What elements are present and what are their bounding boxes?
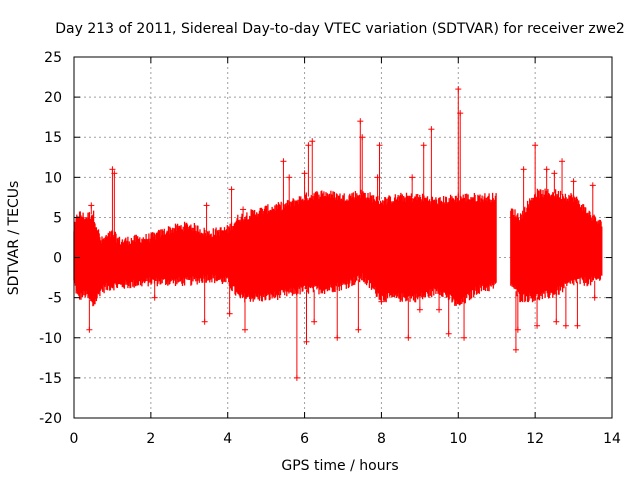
- y-axis: -20 -15 -10 -5 0 5 10 15 20 25: [39, 50, 612, 427]
- outlier-point: [445, 330, 452, 337]
- data-band: [73, 188, 603, 307]
- outlier-point: [405, 334, 412, 341]
- outlier-point: [286, 174, 293, 181]
- outlier-point: [514, 326, 521, 333]
- outlier-point: [86, 326, 93, 333]
- outlier-point: [303, 338, 310, 345]
- outlier-point: [109, 166, 116, 173]
- outlier-point: [226, 310, 233, 317]
- y-tick-label: 25: [44, 50, 62, 66]
- outlier-point: [574, 322, 581, 329]
- outlier-point: [461, 334, 468, 341]
- x-tick-label: 0: [70, 431, 79, 447]
- outlier-point: [591, 294, 598, 301]
- y-tick-label: -15: [39, 371, 62, 387]
- outlier-point: [305, 142, 312, 149]
- outlier-point: [228, 186, 235, 193]
- y-tick-label: 5: [53, 210, 62, 226]
- outlier-point: [589, 182, 596, 189]
- outlier-point: [376, 142, 383, 149]
- x-tick-label: 8: [377, 431, 386, 447]
- outlier-point: [532, 142, 539, 149]
- outlier-point: [520, 166, 527, 173]
- outlier-point: [551, 170, 558, 177]
- y-tick-label: 0: [53, 251, 62, 267]
- y-tick-label: -5: [48, 291, 62, 307]
- outlier-point: [420, 142, 427, 149]
- outlier-point: [203, 202, 210, 209]
- outlier-point: [559, 158, 566, 165]
- outlier-point: [334, 334, 341, 341]
- x-tick-label: 2: [146, 431, 155, 447]
- x-tick-label: 4: [223, 431, 232, 447]
- x-tick-label: 10: [449, 431, 467, 447]
- y-tick-label: -20: [39, 411, 62, 427]
- y-tick-label: -10: [39, 331, 62, 347]
- x-axis: 0 2 4 6 8 10 12 14: [70, 57, 621, 447]
- chart-title: Day 213 of 2011, Sidereal Day-to-day VTE…: [55, 21, 625, 37]
- outlier-point: [457, 110, 464, 117]
- outlier-point: [301, 170, 308, 177]
- outlier-point: [293, 374, 300, 381]
- y-tick-label: 20: [44, 90, 62, 106]
- outlier-point: [416, 306, 423, 313]
- outlier-point: [543, 166, 550, 173]
- outlier-point: [111, 170, 118, 177]
- outlier-point: [201, 318, 208, 325]
- x-axis-label: GPS time / hours: [281, 458, 398, 474]
- outlier-point: [280, 158, 287, 165]
- outlier-point: [534, 322, 541, 329]
- outlier-point: [309, 138, 316, 145]
- outlier-point: [455, 86, 462, 93]
- outlier-point: [242, 326, 249, 333]
- x-tick-label: 12: [526, 431, 544, 447]
- outlier-point: [357, 118, 364, 125]
- y-axis-label: SDTVAR / TECUs: [6, 181, 22, 296]
- outlier-point: [553, 318, 560, 325]
- y-tick-label: 15: [44, 130, 62, 146]
- x-tick-label: 14: [603, 431, 621, 447]
- outlier-point: [562, 322, 569, 329]
- outlier-point: [355, 326, 362, 333]
- outlier-point: [311, 318, 318, 325]
- outlier-point: [240, 206, 247, 213]
- plot-frame: [73, 56, 613, 419]
- outlier-point: [570, 178, 577, 185]
- outlier-point: [88, 202, 95, 209]
- outlier-point: [436, 306, 443, 313]
- y-tick-label: 10: [44, 170, 62, 186]
- outlier-point: [359, 134, 366, 141]
- data-points: [73, 86, 603, 381]
- outlier-point: [151, 294, 158, 301]
- x-tick-label: 6: [300, 431, 309, 447]
- outlier-point: [512, 346, 519, 353]
- outlier-point: [378, 298, 385, 305]
- outlier-point: [409, 174, 416, 181]
- outlier-point: [428, 126, 435, 133]
